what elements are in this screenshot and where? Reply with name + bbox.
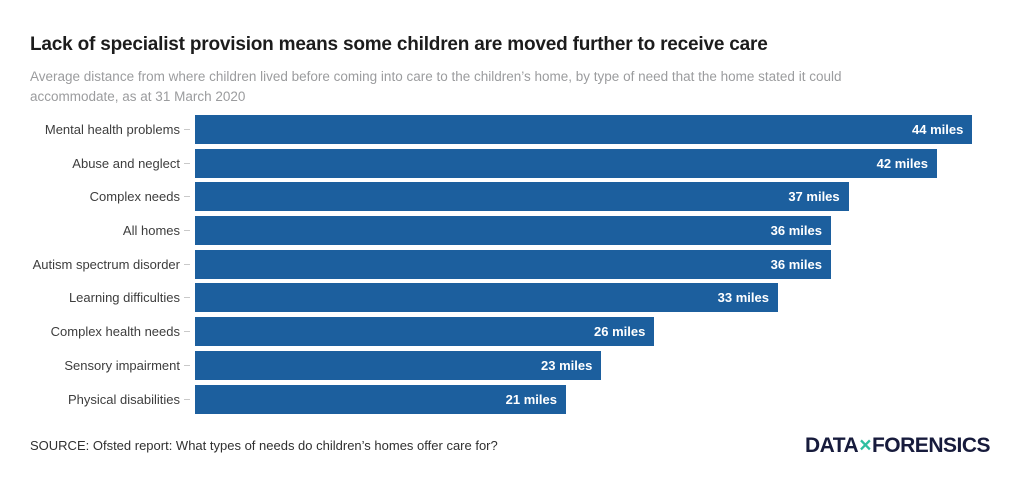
bar: 33 miles	[195, 283, 778, 313]
bar-track: 36 miles	[195, 216, 990, 246]
bar-track: 42 miles	[195, 148, 990, 178]
bar-row: Physical disabilities 21 miles	[30, 384, 990, 414]
bar-row: Sensory impairment 23 miles	[30, 350, 990, 380]
bar: 44 miles	[195, 115, 973, 144]
value-label: 44 miles	[912, 122, 964, 137]
bar-row: Autism spectrum disorder 36 miles	[30, 249, 990, 279]
value-label: 26 miles	[594, 324, 646, 340]
footer: SOURCE: Ofsted report: What types of nee…	[30, 433, 991, 458]
logo-part1: DATA	[805, 433, 859, 457]
chart-subtitle: Average distance from where children liv…	[30, 69, 842, 104]
bar: 21 miles	[195, 384, 566, 414]
bar: 36 miles	[195, 216, 831, 246]
axis-tick	[184, 196, 190, 198]
bar-track: 36 miles	[195, 249, 990, 279]
value-label: 21 miles	[505, 391, 557, 407]
bar: 42 miles	[195, 148, 937, 178]
category-label: Learning difficulties	[68, 290, 180, 306]
bar-track: 33 miles	[195, 283, 990, 313]
logo-x-icon: ×	[859, 433, 871, 457]
value-label: 36 miles	[770, 256, 822, 272]
bar: 37 miles	[195, 182, 849, 212]
axis-tick	[184, 230, 190, 232]
bar-row: Mental health problems 44 miles	[30, 115, 990, 144]
category-label: Sensory impairment	[64, 357, 180, 373]
category-label: Complex health needs	[50, 324, 180, 340]
axis-tick	[184, 297, 190, 299]
category-label: Complex needs	[89, 189, 180, 205]
value-label: 36 miles	[770, 223, 822, 239]
axis-tick	[184, 398, 190, 400]
bar-row: Complex needs 37 miles	[30, 182, 990, 212]
axis-tick	[184, 364, 190, 366]
source-note: SOURCE: Ofsted report: What types of nee…	[30, 438, 498, 453]
bar-row: Complex health needs 26 miles	[30, 317, 990, 347]
logo-part2: FORENSICS	[871, 433, 991, 457]
bar-row: Abuse and neglect 42 miles	[30, 148, 990, 178]
bar-track: 44 miles	[195, 115, 990, 144]
bar-chart: Mental health problems 44 miles Abuse an…	[30, 115, 990, 414]
category-label: Autism spectrum disorder	[32, 256, 180, 272]
bar: 36 miles	[195, 249, 831, 279]
chart-title: Lack of specialist provision means some …	[30, 34, 768, 55]
value-label: 37 miles	[788, 189, 840, 205]
bar-track: 26 miles	[195, 317, 990, 347]
bar-row: Learning difficulties 33 miles	[30, 283, 990, 313]
category-label: All homes	[122, 223, 180, 239]
value-label: 23 miles	[541, 357, 593, 373]
bar-row: All homes 36 miles	[30, 216, 990, 246]
bar-track: 23 miles	[195, 350, 990, 380]
category-label: Physical disabilities	[68, 391, 180, 407]
axis-tick	[184, 162, 190, 164]
bar: 26 miles	[195, 317, 655, 347]
bar-track: 37 miles	[195, 182, 990, 212]
value-label: 42 miles	[876, 155, 928, 171]
value-label: 33 miles	[717, 290, 769, 306]
category-label: Abuse and neglect	[72, 155, 180, 171]
axis-tick	[184, 129, 190, 130]
axis-tick	[184, 263, 190, 265]
bar-track: 21 miles	[195, 384, 990, 414]
data-forensics-logo: DATA×FORENSICS	[805, 433, 991, 458]
axis-tick	[184, 331, 190, 333]
bar: 23 miles	[195, 350, 602, 380]
chart-card: Lack of specialist provision means some …	[0, 33, 1020, 458]
category-label: Mental health problems	[44, 122, 180, 137]
